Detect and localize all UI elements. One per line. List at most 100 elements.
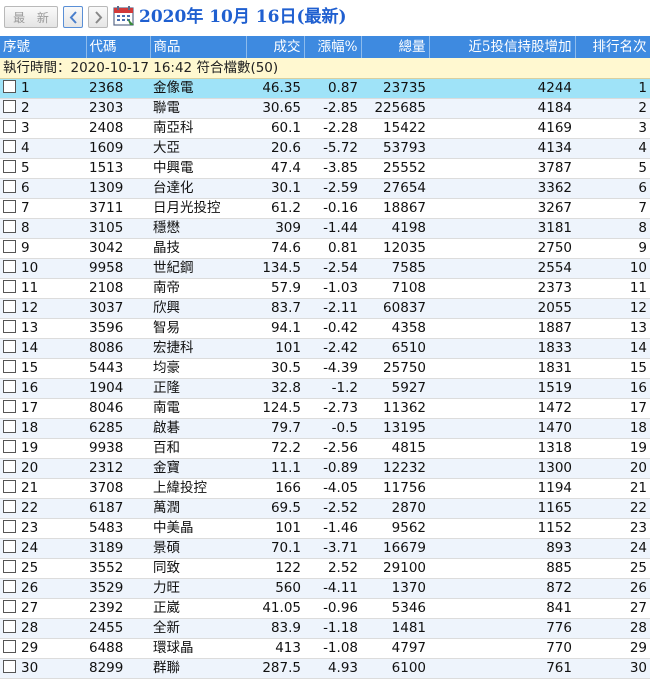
row-checkbox[interactable] (3, 560, 16, 573)
col-header-price[interactable]: 成交 (246, 36, 305, 58)
row-checkbox[interactable] (3, 600, 16, 613)
change-percent: -1.46 (304, 518, 361, 539)
col-header-code[interactable]: 代碼 (86, 36, 151, 58)
col-header-seq[interactable]: 序號 (0, 36, 87, 58)
price: 20.6 (246, 138, 304, 159)
stock-name: 南亞科 (150, 118, 246, 139)
stock-code: 8299 (86, 658, 150, 679)
table-row[interactable]: 9 3042 晶技 74.6 0.81 12035 2750 9 (0, 238, 650, 259)
latest-button[interactable]: 最 新 (4, 6, 58, 28)
table-row[interactable]: 29 6488 環球晶 413 -1.08 4797 770 29 (0, 638, 650, 659)
col-header-rank[interactable]: 排行名次 (575, 36, 650, 58)
row-checkbox[interactable] (3, 460, 16, 473)
row-seq: 6 (21, 180, 30, 196)
table-row[interactable]: 13 3596 智易 94.1 -0.42 4358 1887 13 (0, 318, 650, 339)
row-checkbox[interactable] (3, 260, 16, 273)
next-date-button[interactable] (88, 6, 108, 28)
table-row[interactable]: 24 3189 景碩 70.1 -3.71 16679 893 24 (0, 538, 650, 559)
table-row[interactable]: 10 9958 世紀鋼 134.5 -2.54 7585 2554 10 (0, 258, 650, 279)
col-header-change[interactable]: 漲幅% (304, 36, 362, 58)
table-row[interactable]: 22 6187 萬潤 69.5 -2.52 2870 1165 22 (0, 498, 650, 519)
table-row[interactable]: 5 1513 中興電 47.4 -3.85 25552 3787 5 (0, 158, 650, 179)
row-checkbox[interactable] (3, 200, 16, 213)
col-header-volume[interactable]: 總量 (361, 36, 430, 58)
row-checkbox[interactable] (3, 480, 16, 493)
table-row[interactable]: 30 8299 群聯 287.5 4.93 6100 761 30 (0, 658, 650, 679)
trust-increase: 1165 (429, 498, 575, 519)
row-checkbox[interactable] (3, 160, 16, 173)
calendar-icon[interactable] (113, 5, 135, 27)
row-checkbox[interactable] (3, 420, 16, 433)
row-checkbox[interactable] (3, 620, 16, 633)
table-row[interactable]: 12 3037 欣興 83.7 -2.11 60837 2055 12 (0, 298, 650, 319)
row-checkbox[interactable] (3, 80, 16, 93)
price: 74.6 (246, 238, 304, 259)
table-row[interactable]: 17 8046 南電 124.5 -2.73 11362 1472 17 (0, 398, 650, 419)
table-row[interactable]: 18 6285 啟碁 79.7 -0.5 13195 1470 18 (0, 418, 650, 439)
row-checkbox[interactable] (3, 500, 16, 513)
row-checkbox[interactable] (3, 300, 16, 313)
table-row[interactable]: 21 3708 上緯投控 166 -4.05 11756 1194 21 (0, 478, 650, 499)
table-row[interactable]: 15 5443 均豪 30.5 -4.39 25750 1831 15 (0, 358, 650, 379)
change-percent: -2.28 (304, 118, 361, 139)
table-row[interactable]: 25 3552 同致 122 2.52 29100 885 25 (0, 558, 650, 579)
table-row[interactable]: 23 5483 中美晶 101 -1.46 9562 1152 23 (0, 518, 650, 539)
row-checkbox[interactable] (3, 660, 16, 673)
col-header-name[interactable]: 商品 (150, 36, 247, 58)
table-row[interactable]: 28 2455 全新 83.9 -1.18 1481 776 28 (0, 618, 650, 639)
previous-date-button[interactable] (63, 6, 83, 28)
table-row[interactable]: 20 2312 金寶 11.1 -0.89 12232 1300 20 (0, 458, 650, 479)
table-row[interactable]: 8 3105 穩懋 309 -1.44 4198 3181 8 (0, 218, 650, 239)
table-row[interactable]: 19 9938 百和 72.2 -2.56 4815 1318 19 (0, 438, 650, 459)
table-row[interactable]: 2 2303 聯電 30.65 -2.85 225685 4184 2 (0, 98, 650, 119)
row-checkbox[interactable] (3, 580, 16, 593)
row-checkbox[interactable] (3, 400, 16, 413)
row-checkbox[interactable] (3, 640, 16, 653)
stock-code: 3711 (86, 198, 150, 219)
row-checkbox[interactable] (3, 240, 16, 253)
rank: 10 (575, 258, 650, 279)
table-row[interactable]: 14 8086 宏捷科 101 -2.42 6510 1833 14 (0, 338, 650, 359)
col-header-trust-increase[interactable]: 近5投信持股增加 (429, 36, 576, 58)
change-percent: -2.52 (304, 498, 361, 519)
row-checkbox[interactable] (3, 520, 16, 533)
row-checkbox[interactable] (3, 180, 16, 193)
row-checkbox[interactable] (3, 100, 16, 113)
volume: 12232 (361, 458, 429, 479)
change-percent: -4.05 (304, 478, 361, 499)
row-checkbox[interactable] (3, 360, 16, 373)
row-checkbox[interactable] (3, 140, 16, 153)
row-checkbox[interactable] (3, 120, 16, 133)
row-checkbox[interactable] (3, 320, 16, 333)
price: 30.5 (246, 358, 304, 379)
rank: 8 (575, 218, 650, 239)
stock-code: 6488 (86, 638, 150, 659)
trust-increase: 1833 (429, 338, 575, 359)
table-row[interactable]: 11 2108 南帝 57.9 -1.03 7108 2373 11 (0, 278, 650, 299)
row-checkbox[interactable] (3, 220, 16, 233)
row-seq-cell: 2 (0, 98, 86, 119)
row-seq: 15 (21, 360, 39, 376)
stock-name: 百和 (150, 438, 246, 459)
table-row[interactable]: 3 2408 南亞科 60.1 -2.28 15422 4169 3 (0, 118, 650, 139)
row-seq: 2 (21, 100, 30, 116)
volume: 29100 (361, 558, 429, 579)
row-checkbox[interactable] (3, 280, 16, 293)
table-row[interactable]: 4 1609 大亞 20.6 -5.72 53793 4134 4 (0, 138, 650, 159)
table-row[interactable]: 1 2368 金像電 46.35 0.87 23735 4244 1 (0, 78, 650, 99)
change-percent: -2.85 (304, 98, 361, 119)
table-row[interactable]: 27 2392 正崴 41.05 -0.96 5346 841 27 (0, 598, 650, 619)
table-row[interactable]: 7 3711 日月光投控 61.2 -0.16 18867 3267 7 (0, 198, 650, 219)
row-seq-cell: 15 (0, 358, 86, 379)
table-row[interactable]: 6 1309 台達化 30.1 -2.59 27654 3362 6 (0, 178, 650, 199)
row-seq: 4 (21, 140, 30, 156)
row-checkbox[interactable] (3, 380, 16, 393)
trust-increase: 3787 (429, 158, 575, 179)
row-checkbox[interactable] (3, 340, 16, 353)
table-row[interactable]: 16 1904 正隆 32.8 -1.2 5927 1519 16 (0, 378, 650, 399)
row-seq: 20 (21, 460, 39, 476)
row-checkbox[interactable] (3, 440, 16, 453)
row-checkbox[interactable] (3, 540, 16, 553)
table-row[interactable]: 26 3529 力旺 560 -4.11 1370 872 26 (0, 578, 650, 599)
stock-name: 環球晶 (150, 638, 246, 659)
